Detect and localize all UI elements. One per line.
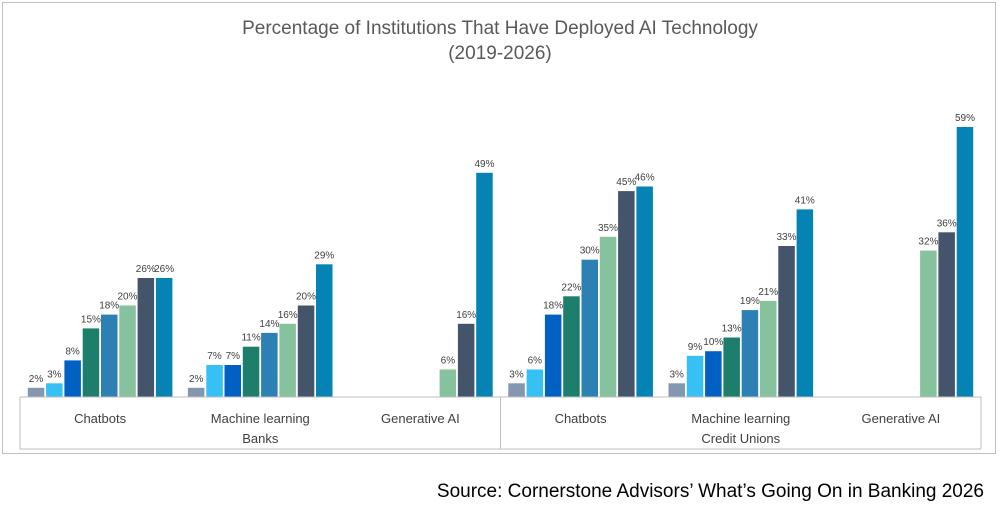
bar [796, 209, 814, 397]
category-label: Machine learning [691, 411, 790, 426]
data-label: 21% [758, 287, 778, 298]
bar [563, 296, 580, 397]
data-label: 18% [543, 301, 563, 312]
bar [760, 300, 777, 397]
bar [316, 264, 333, 397]
data-label: 46% [635, 173, 655, 184]
bar [741, 310, 759, 397]
data-label: 6% [528, 356, 543, 367]
bar-chart: Percentage of Institutions That Have Dep… [19, 18, 982, 450]
bar [187, 387, 205, 397]
data-label: 26% [136, 264, 156, 275]
bar [723, 337, 740, 397]
bar [242, 346, 260, 397]
data-label: 45% [616, 177, 636, 188]
data-label: 20% [296, 292, 316, 303]
group-label: Banks [242, 431, 279, 446]
data-label: 30% [580, 246, 600, 257]
data-label: 20% [117, 292, 137, 303]
bar [137, 278, 155, 397]
bar [261, 332, 278, 397]
data-label: 22% [561, 282, 581, 293]
source-caption: Source: Cornerstone Advisors’ What’s Goi… [436, 481, 984, 502]
group-label: Credit Unions [701, 431, 780, 446]
bar [155, 278, 173, 397]
data-label: 19% [740, 296, 760, 307]
data-label: 36% [937, 218, 957, 229]
data-label: 35% [598, 223, 618, 234]
chart-title: Percentage of Institutions That Have Dep… [242, 18, 758, 39]
bar [279, 323, 296, 397]
data-label: 7% [207, 351, 222, 362]
bar [476, 172, 493, 397]
data-label: 3% [47, 369, 62, 380]
bar [46, 383, 63, 397]
category-label: Chatbots [74, 411, 127, 426]
bar [636, 186, 653, 397]
data-label: 32% [918, 237, 938, 248]
bar [581, 259, 598, 397]
bar [119, 305, 136, 397]
data-label: 2% [29, 374, 44, 385]
data-label: 33% [776, 232, 796, 243]
category-label: Machine learning [211, 411, 310, 426]
data-label: 8% [65, 346, 80, 357]
data-label: 13% [722, 324, 742, 335]
data-label: 18% [99, 301, 119, 312]
bar [956, 127, 974, 397]
data-label: 29% [314, 250, 334, 261]
bar [599, 236, 617, 397]
bar [705, 351, 722, 397]
bar [526, 369, 544, 397]
bar [64, 360, 81, 397]
bar [618, 191, 635, 397]
data-label: 49% [474, 159, 494, 170]
data-label: 59% [955, 113, 975, 124]
data-label: 3% [669, 369, 684, 380]
data-label: 15% [81, 314, 101, 325]
bar [778, 246, 795, 397]
bar [82, 328, 100, 397]
data-label: 16% [278, 310, 298, 321]
data-label: 9% [688, 342, 703, 353]
bar [297, 305, 315, 397]
bar [938, 232, 955, 397]
bar [920, 250, 937, 397]
bar [439, 369, 457, 397]
chart-frame: Percentage of Institutions That Have Dep… [2, 2, 996, 454]
data-label: 26% [154, 264, 174, 275]
data-label: 6% [441, 356, 456, 367]
data-label: 7% [226, 351, 241, 362]
bar [668, 383, 685, 397]
category-label: Generative AI [862, 411, 941, 426]
data-label: 16% [456, 310, 476, 321]
bar [224, 365, 241, 397]
data-label: 11% [241, 333, 260, 344]
data-label: 14% [259, 319, 279, 330]
data-label: 10% [703, 337, 723, 348]
bar [206, 365, 223, 397]
bar [508, 383, 525, 397]
data-label: 2% [189, 374, 204, 385]
data-label: 41% [795, 195, 815, 206]
bar [27, 387, 45, 397]
bar [686, 355, 704, 397]
bar [544, 314, 562, 397]
chart-subtitle: (2019-2026) [448, 43, 552, 64]
category-label: Chatbots [555, 411, 608, 426]
bar [101, 314, 118, 397]
bar [457, 323, 475, 397]
data-label: 3% [509, 369, 524, 380]
category-label: Generative AI [381, 411, 460, 426]
